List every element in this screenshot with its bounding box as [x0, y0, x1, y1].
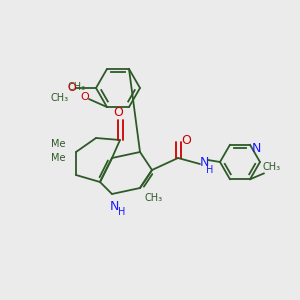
Text: Me: Me — [51, 139, 65, 149]
Text: CH₃: CH₃ — [263, 162, 281, 172]
Text: O: O — [68, 83, 76, 93]
Text: N: N — [199, 155, 209, 169]
Text: O: O — [113, 106, 123, 118]
Text: Me: Me — [51, 153, 65, 163]
Text: N: N — [251, 142, 261, 155]
Text: O: O — [81, 92, 89, 102]
Text: O: O — [181, 134, 191, 146]
Text: H: H — [118, 207, 126, 217]
Text: CH₃: CH₃ — [68, 82, 86, 92]
Text: N: N — [109, 200, 119, 212]
Text: H: H — [206, 165, 214, 175]
Text: CH₃: CH₃ — [145, 193, 163, 203]
Text: CH₃: CH₃ — [51, 93, 69, 103]
